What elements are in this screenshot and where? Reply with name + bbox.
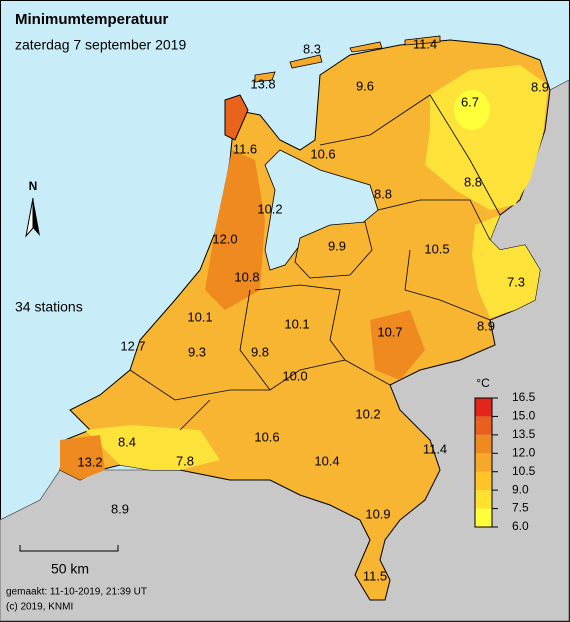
footer: (c) 2019, KNMI xyxy=(6,602,73,613)
station-value: 7.3 xyxy=(507,274,525,289)
station-value: 8.8 xyxy=(374,186,392,201)
station-value: 13.8 xyxy=(250,76,275,91)
north-arrow xyxy=(33,198,40,236)
station-value: 9.8 xyxy=(251,344,269,359)
legend-band xyxy=(475,416,492,435)
station-value: 12.7 xyxy=(120,338,145,353)
station-value: 10.5 xyxy=(424,241,449,256)
station-value: 11.6 xyxy=(233,141,257,156)
province-borders xyxy=(129,94,501,431)
legend-tick-label: 7.5 xyxy=(512,501,529,515)
warm-zone xyxy=(370,310,425,380)
legend: 16.5 15.0 13.5 12.0 10.5 9.0 7.5 6.0 xyxy=(474,390,536,533)
station-value: 8.9 xyxy=(531,79,549,94)
title: Minimumtemperatuur xyxy=(15,11,169,28)
cool-zone xyxy=(85,425,220,470)
station-value: 10.2 xyxy=(257,201,282,216)
station-value: 10.9 xyxy=(365,506,390,521)
station-value: 13.2 xyxy=(77,454,102,469)
station-value: 10.1 xyxy=(284,316,309,331)
station-value: 6.7 xyxy=(461,94,479,109)
legend-band xyxy=(475,398,492,417)
scale-label: 50 km xyxy=(51,561,89,577)
warm-zone xyxy=(205,150,265,310)
station-value: 9.6 xyxy=(356,78,374,93)
station-value: 11.4 xyxy=(423,441,447,456)
subtitle: zaterdag 7 september 2019 xyxy=(15,37,186,53)
station-value: 12.0 xyxy=(212,231,237,246)
station-value: 10.8 xyxy=(234,269,259,284)
cool-zone xyxy=(472,215,540,318)
legend-tick-label: 10.5 xyxy=(512,464,536,478)
station-value: 8.8 xyxy=(464,174,482,189)
legend-band xyxy=(475,453,492,472)
flevoland xyxy=(294,221,373,279)
station-value: 8.9 xyxy=(111,501,129,516)
station-value: 11.5 xyxy=(363,568,387,583)
station-value: 11.4 xyxy=(413,36,437,51)
station-value: 7.8 xyxy=(176,453,194,468)
cool-zone xyxy=(425,65,548,210)
legend-tick-label: 13.5 xyxy=(512,427,536,441)
scale-bar xyxy=(19,545,119,552)
island xyxy=(254,35,441,83)
legend-unit: °C xyxy=(476,376,490,390)
island xyxy=(224,94,249,141)
warm-zone xyxy=(60,435,105,480)
station-value: 8.4 xyxy=(118,434,136,449)
cool-zone xyxy=(454,90,490,130)
station-value: 10.4 xyxy=(314,453,339,468)
station-count: 34 stations xyxy=(15,299,83,315)
legend-tick-label: 9.0 xyxy=(512,482,529,496)
station-value: 9.9 xyxy=(328,238,346,253)
station-value: 9.3 xyxy=(188,344,206,359)
station-value: 10.6 xyxy=(254,429,279,444)
station-value: 10.0 xyxy=(282,368,307,383)
station-value: 10.2 xyxy=(355,406,380,421)
station-value: 10.6 xyxy=(310,146,335,161)
legend-tick-label: 6.0 xyxy=(512,519,529,533)
station-value: 10.7 xyxy=(377,324,402,339)
station-value: 8.3 xyxy=(303,41,321,56)
north-arrow xyxy=(25,197,34,238)
north-label: N xyxy=(29,179,38,193)
legend-tick-label: 12.0 xyxy=(512,445,536,459)
legend-band xyxy=(475,434,492,454)
stations: 8.3 11.4 13.8 9.6 6.7 8.9 11.6 10.6 8.8 8.8 10.2 12… xyxy=(77,36,549,583)
legend-band xyxy=(475,471,492,491)
station-value: 8.9 xyxy=(477,318,495,333)
legend-band xyxy=(475,490,492,509)
footer: gemaakt: 11-10-2019, 21:39 UT xyxy=(6,587,147,598)
legend-band xyxy=(475,508,492,527)
legend-tick-label: 15.0 xyxy=(512,409,536,423)
legend-tick-label: 16.5 xyxy=(512,390,536,404)
lake xyxy=(264,149,379,271)
legend-frame xyxy=(474,397,493,528)
station-value: 10.1 xyxy=(187,309,212,324)
